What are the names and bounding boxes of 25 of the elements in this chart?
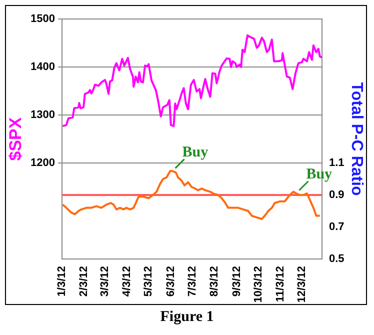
annotation: Buy xyxy=(182,144,209,161)
x-tick-label: 3/3/12 xyxy=(99,266,112,297)
y2-tick-label: 1.1 xyxy=(329,157,344,170)
y-tick-label: 1200 xyxy=(30,157,55,170)
y2-tick-label: 0.5 xyxy=(329,253,344,266)
x-tick-label: 7/3/12 xyxy=(186,266,198,297)
y2-axis-title: Total P-C Ratio xyxy=(348,82,365,196)
x-tick-label: 6/3/12 xyxy=(164,266,177,297)
y-tick-label: 1300 xyxy=(30,109,55,122)
x-tick-label: 8/3/12 xyxy=(208,266,221,297)
x-tick-label: 9/3/12 xyxy=(230,266,243,297)
text: Figure 1 xyxy=(159,309,215,326)
y2-tick-label: 0.9 xyxy=(329,189,344,202)
y-tick-label: 1400 xyxy=(30,61,55,74)
y-axis-title: $SPX xyxy=(6,116,25,161)
x-tick-label: 4/3/12 xyxy=(121,266,134,297)
annotation: Buy xyxy=(306,166,333,183)
x-tick-label: 5/3/12 xyxy=(142,266,155,297)
y-tick-label: 1500 xyxy=(30,13,55,26)
x-tick-label: 2/3/12 xyxy=(78,266,90,297)
x-tick-label: 12/3/12 xyxy=(296,266,308,303)
y2-tick-label: 0.7 xyxy=(329,221,344,234)
x-tick-label: 11/3/12 xyxy=(274,266,286,302)
x-tick-label: 10/3/12 xyxy=(252,266,264,303)
x-tick-label: 1/3/12 xyxy=(56,266,68,297)
